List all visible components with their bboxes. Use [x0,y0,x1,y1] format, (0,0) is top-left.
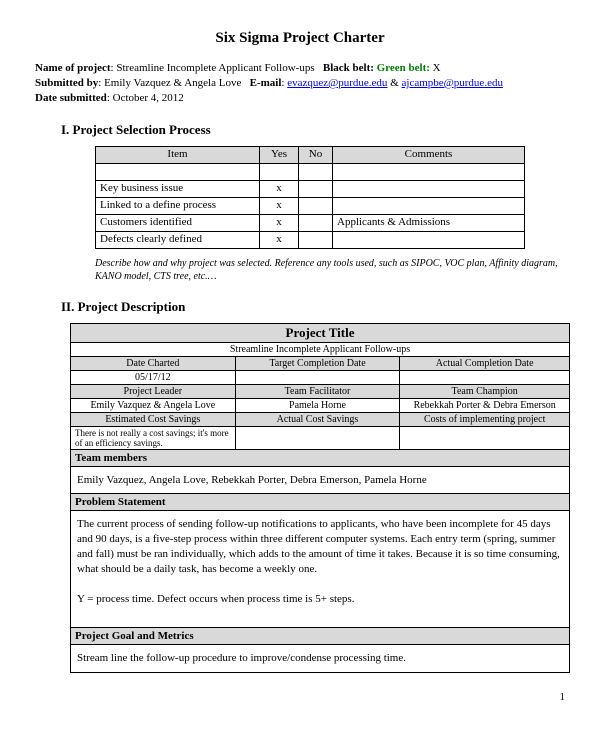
description-table: Project Title Streamline Incomplete Appl… [70,323,570,674]
target-completion-label: Target Completion Date [235,356,400,370]
selection-table: Item Yes No Comments Key business issuex… [95,146,525,249]
team-members-label: Team members [71,449,570,466]
goal-body: Stream line the follow-up procedure to i… [71,645,570,673]
actual-cost [235,426,400,449]
date-charted: 05/17/12 [71,370,236,384]
est-cost: There is not really a cost savings; it's… [71,426,236,449]
col-item: Item [96,146,260,163]
email-amp: & [387,77,401,89]
table-row: Linked to a define processx [96,197,525,214]
impl-cost-label: Costs of implementing project [400,412,570,426]
table-row: Customers identifiedxApplicants & Admiss… [96,214,525,231]
problem-body: The current process of sending follow-up… [71,511,570,628]
selection-note: Describe how and why project was selecte… [95,257,565,283]
email-link-1[interactable]: evazquez@purdue.edu [287,77,387,89]
green-belt-value: X [430,62,441,74]
table-row: Key business issuex [96,180,525,197]
submitted-by: : Emily Vazquez & Angela Love [98,77,241,89]
team-members: Emily Vazquez, Angela Love, Rebekkah Por… [71,466,570,494]
project-title: Streamline Incomplete Applicant Follow-u… [71,342,570,356]
project-leader: Emily Vazquez & Angela Love [71,398,236,412]
green-belt-label: Green belt: [377,62,430,74]
date-submitted: : October 4, 2012 [107,92,184,104]
section-2-heading: II. Project Description [61,299,565,315]
target-completion [235,370,400,384]
impl-cost [400,426,570,449]
goal-label: Project Goal and Metrics [71,628,570,645]
submitted-by-label: Submitted by [35,77,98,89]
meta-line-2: Submitted by: Emily Vazquez & Angela Lov… [35,76,565,91]
email-label: E-mail [250,77,282,89]
col-no: No [299,146,333,163]
actual-completion [400,370,570,384]
section-1-heading: I. Project Selection Process [61,122,565,138]
actual-completion-label: Actual Completion Date [400,356,570,370]
project-name: : Streamline Incomplete Applicant Follow… [111,62,315,74]
problem-label: Problem Statement [71,494,570,511]
team-champion: Rebekkah Porter & Debra Emerson [400,398,570,412]
project-name-label: Name of project [35,62,111,74]
meta-line-1: Name of project: Streamline Incomplete A… [35,61,565,76]
col-comments: Comments [333,146,525,163]
page-number: 1 [35,691,565,703]
meta-line-3: Date submitted: October 4, 2012 [35,91,565,106]
est-cost-label: Estimated Cost Savings [71,412,236,426]
document-title: Six Sigma Project Charter [35,30,565,47]
email-link-2[interactable]: ajcampbe@purdue.edu [402,77,503,89]
project-title-label: Project Title [71,323,570,342]
actual-cost-label: Actual Cost Savings [235,412,400,426]
col-yes: Yes [260,146,299,163]
table-row [96,163,525,180]
team-facilitator-label: Team Facilitator [235,384,400,398]
team-facilitator: Pamela Horne [235,398,400,412]
project-leader-label: Project Leader [71,384,236,398]
table-row: Defects clearly definedx [96,231,525,248]
team-champion-label: Team Champion [400,384,570,398]
black-belt-label: Black belt: [323,62,374,74]
date-submitted-label: Date submitted [35,92,107,104]
date-charted-label: Date Charted [71,356,236,370]
